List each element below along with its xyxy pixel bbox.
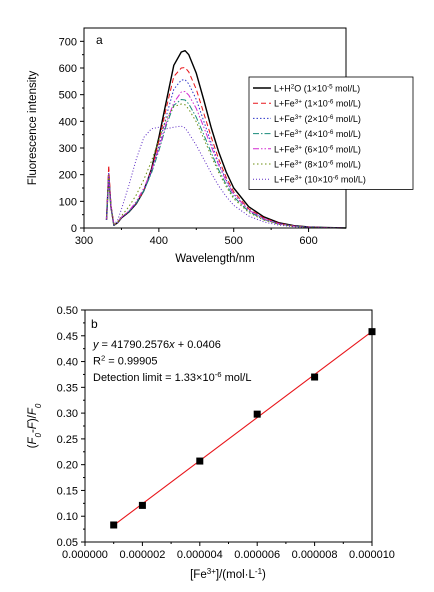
x-tick-label-b: 0.000002 (119, 549, 165, 561)
y-tick-label-a: 300 (59, 143, 77, 155)
legend-label: L+Fe3+ (10×10-6 mol/L) (274, 174, 366, 185)
y-tick-label-b: 0.40 (57, 357, 78, 369)
y-tick-label-a: 700 (59, 36, 77, 48)
panel-label-b: b (91, 317, 98, 331)
y-axis-title-b-text: (F0-F)/F0 (27, 403, 43, 448)
x-tick-label-a: 600 (299, 235, 317, 247)
legend-label: L+Fe3+ (1×10-6 mol/L) (274, 98, 361, 109)
spectrum-line-3 (106, 79, 347, 229)
x-tick-label-b: 0.000010 (349, 549, 395, 561)
x-tick-label-a: 400 (150, 235, 168, 247)
data-point-marker (196, 457, 204, 465)
spectrum-line-7 (106, 125, 347, 229)
y-tick-label-b: 0.05 (57, 537, 78, 549)
y-axis-title-b: (F0-F)/F0 (27, 403, 43, 448)
x-tick-label-a: 300 (75, 235, 93, 247)
x-tick-label-a: 500 (225, 235, 243, 247)
fit-annotation-line: y = 41790.2576x + 0.0406 (92, 339, 221, 351)
x-tick-label-b: 0.000004 (177, 549, 223, 561)
data-point-marker (311, 373, 319, 381)
y-tick-label-b: 0.35 (57, 382, 78, 394)
spectra-series-group (105, 50, 347, 229)
legend-label: L+Fe3+ (6×10-6 mol/L) (274, 144, 361, 155)
y-tick-label-b: 0.20 (57, 460, 78, 472)
x-axis-title-a: Wavelength/nm (175, 253, 254, 265)
y-tick-label-b: 0.15 (57, 485, 78, 497)
fit-annotation-line: R2 = 0.99905 (93, 353, 158, 368)
y-tick-label-a: 400 (59, 116, 77, 128)
spectrum-line-6 (106, 103, 347, 229)
chart-panel-a: 300 400 500 600 0 100 200 300 400 500 600 700 a Wav… (27, 27, 414, 265)
fit-annotation-line: Detection limit = 1.33×10-6 mol/L (93, 370, 252, 385)
legend-label: L+H2O (1×10-5 mol/L) (274, 83, 360, 94)
y-tick-label-a: 500 (59, 90, 77, 102)
y-tick-label-b: 0.10 (57, 511, 78, 523)
y-tick-label-a: 200 (59, 170, 77, 182)
x-tick-label-b: 0.000006 (234, 549, 280, 561)
panel-label-a: a (96, 33, 103, 47)
fit-line (113, 330, 373, 526)
y-tick-label-a: 100 (59, 196, 77, 208)
legend-label: L+Fe3+ (4×10-6 mol/L) (274, 129, 361, 140)
data-point-marker (138, 501, 146, 509)
data-point-marker (368, 328, 376, 336)
fit-annotations: y = 41790.2576x + 0.0406 R2 = 0.99905 Dete… (92, 339, 252, 384)
y-tick-label-b: 0.30 (57, 408, 78, 420)
y-tick-label-b: 0.45 (57, 331, 78, 343)
axis-ticks-a: 300 400 500 600 0 100 200 300 400 500 600 700 (59, 36, 318, 247)
fit-line-group (113, 330, 373, 526)
y-axis-title-a: Fluorescence intensity (27, 71, 39, 186)
legend-label: L+Fe3+ (8×10-6 mol/L) (274, 159, 361, 170)
data-point-marker (110, 521, 118, 529)
x-axis-title-b: [Fe3+]/(mol·L-1) (190, 567, 266, 582)
data-point-marker (253, 410, 261, 418)
chart-panel-b: 0.000000 0.000002 0.000004 0.000006 0.000008… (27, 305, 395, 581)
spectrum-line-5 (106, 91, 347, 229)
data-points-b (110, 328, 376, 529)
x-tick-label-b: 0.000008 (292, 549, 338, 561)
legend-box-a (248, 76, 414, 190)
y-tick-label-b: 0.25 (57, 434, 78, 446)
y-tick-label-a: 0 (71, 223, 77, 235)
legend-label: L+Fe3+ (2×10-6 mol/L) (274, 113, 361, 124)
y-tick-label-b: 0.50 (57, 305, 78, 317)
axis-ticks-b: 0.000000 0.000002 0.000004 0.000006 0.000008… (57, 305, 395, 561)
y-tick-label-a: 600 (59, 63, 77, 75)
x-tick-label-b: 0.000000 (62, 549, 108, 561)
legend-a: L+H2O (1×10-5 mol/L) L+Fe3+ (1×10-6 mol/L… (248, 76, 414, 190)
x-axis-title-b-text: [Fe3+]/(mol·L-1) (190, 567, 266, 582)
